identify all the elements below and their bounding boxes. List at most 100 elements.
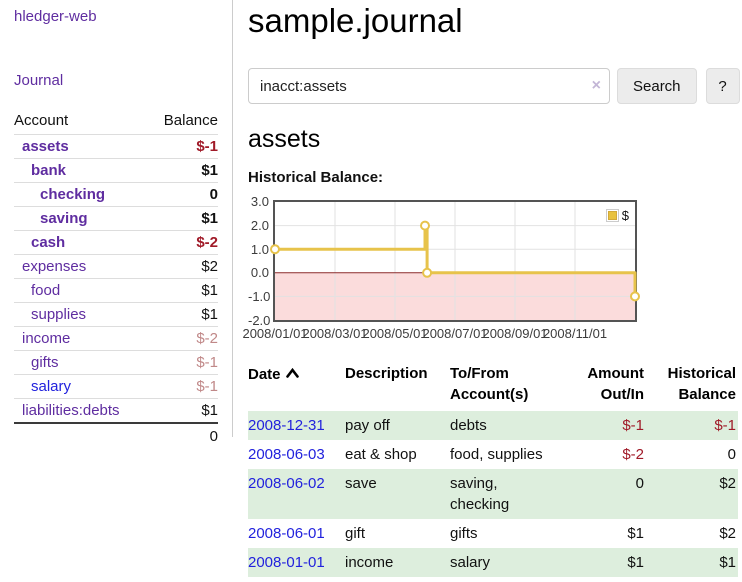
account-balance: $-1 [148, 134, 218, 159]
accounts-table: Account Balance assets $-1 bank $1 check… [14, 110, 218, 448]
account-balance: $1 [148, 398, 218, 423]
balance-column-header: Historical Balance [667, 365, 736, 403]
account-balance: $-2 [148, 230, 218, 255]
y-tick-label: 0.0 [250, 265, 269, 280]
account-row-supplies: supplies $1 [14, 302, 218, 327]
transaction-account: salary [450, 548, 558, 577]
account-balance: $-2 [148, 326, 218, 351]
account-row-food: food $1 [14, 278, 218, 303]
legend-label: $ [621, 208, 629, 223]
transaction-amount: $-2 [622, 446, 644, 463]
transaction-description: eat & shop [345, 446, 417, 463]
transaction-account: gifts [450, 525, 478, 542]
transaction-date-link[interactable]: 2008-01-01 [248, 554, 325, 571]
transaction-balance: $1 [646, 548, 738, 577]
account-row-salary: salary $-1 [14, 374, 218, 399]
clear-search-icon[interactable]: × [591, 77, 601, 94]
register-table: Date Description To/From Account(s) Amou… [248, 361, 738, 577]
account-row-cash: cash $-2 [14, 230, 218, 255]
account-link-gifts[interactable]: gifts [31, 354, 59, 371]
account-balance: $1 [148, 158, 218, 183]
transaction-date-link[interactable]: 2008-06-02 [248, 475, 325, 492]
accounts-total-row: 0 [14, 422, 218, 448]
transaction-date-link[interactable]: 2008-12-31 [248, 417, 325, 434]
account-column-header: Account [14, 110, 149, 135]
historical-balance-chart: 3.0 2.0 1.0 0.0 -1.0 -2.0 [242, 193, 740, 345]
transaction-balance: $2 [719, 525, 736, 542]
account-link-expenses[interactable]: expenses [22, 258, 87, 275]
transaction-balance: $-1 [646, 411, 738, 440]
x-tick-label: 2008/03/01 [302, 326, 368, 341]
transaction-description: income [345, 548, 450, 577]
transaction-date-link[interactable]: 2008-06-01 [248, 525, 325, 542]
account-row-gifts: gifts $-1 [14, 350, 218, 375]
account-link-food[interactable]: food [31, 282, 61, 299]
y-tick-label: 2.0 [250, 218, 269, 233]
transaction-account: food, supplies [450, 446, 543, 463]
x-tick-label: 2008/01/01 [242, 326, 308, 341]
register-row: 2008-06-03 eat & shop food, supplies $-2… [248, 440, 738, 469]
account-row-expenses: expenses $2 [14, 254, 218, 279]
description-column-header: Description [345, 365, 428, 382]
account-balance: $1 [148, 302, 218, 327]
search-button[interactable]: Search [617, 68, 697, 104]
transaction-balance: 0 [727, 446, 736, 463]
transaction-amount: 0 [558, 469, 646, 519]
account-balance: $1 [148, 206, 218, 231]
search-bar: × Search ? [248, 68, 740, 104]
register-header-row: Date Description To/From Account(s) Amou… [248, 361, 738, 411]
x-tick-label: 2008/09/01 [482, 326, 548, 341]
account-balance: $2 [148, 254, 218, 279]
y-tick-label: 3.0 [250, 194, 269, 209]
account-link-liabilities-debts[interactable]: liabilities:debts [22, 402, 120, 419]
register-row: 2008-01-01 income salary $1 $1 [248, 548, 738, 577]
search-input[interactable] [248, 68, 610, 104]
brand-link[interactable]: hledger-web [14, 8, 97, 25]
account-heading: assets [248, 125, 321, 153]
transaction-balance: $2 [646, 469, 738, 519]
transaction-date-link[interactable]: 2008-06-03 [248, 446, 325, 463]
y-tick-label: -1.0 [248, 289, 271, 304]
chart-legend: $ [604, 207, 630, 224]
transaction-amount: $1 [558, 548, 646, 577]
account-link-checking[interactable]: checking [40, 186, 106, 203]
account-link-supplies[interactable]: supplies [31, 306, 87, 323]
register-row: 2008-06-01 gift gifts $1 $2 [248, 519, 738, 548]
account-link-assets[interactable]: assets [22, 138, 69, 155]
transaction-account: saving, checking [450, 469, 558, 519]
account-link-saving[interactable]: saving [40, 210, 88, 227]
help-button[interactable]: ? [705, 68, 740, 104]
balance-column-header: Balance [148, 110, 218, 135]
sidebar: hledger-web Journal Account Balance asse… [0, 0, 233, 448]
legend-swatch [607, 211, 617, 220]
transaction-description: gift [345, 525, 366, 542]
account-link-cash[interactable]: cash [31, 234, 66, 251]
account-balance: $-1 [148, 350, 218, 375]
main-content: sample.journal × Search ? assets Histori… [242, 0, 740, 577]
account-row-bank: bank $1 [14, 158, 218, 183]
chart-canvas [270, 202, 640, 320]
date-column-header[interactable]: Date [248, 361, 345, 411]
accounts-total: 0 [148, 422, 218, 448]
x-tick-label: 2008/05/01 [362, 326, 428, 341]
register-row: 2008-06-02 save saving, checking 0 $2 [248, 469, 738, 519]
gridlines [275, 202, 635, 320]
transaction-account: debts [450, 411, 558, 440]
y-tick-label: 1.0 [250, 242, 269, 257]
sidebar-item-journal[interactable]: Journal [14, 72, 64, 89]
transaction-amount: $1 [627, 525, 644, 542]
account-link-salary[interactable]: salary [31, 378, 72, 395]
transaction-amount: $-1 [558, 411, 646, 440]
y-tick-label: -2.0 [248, 313, 271, 328]
account-balance: $1 [148, 278, 218, 303]
transaction-description: pay off [345, 411, 450, 440]
account-row-saving: saving $1 [14, 206, 218, 231]
x-tick-label: 2008/07/01 [422, 326, 488, 341]
account-link-income[interactable]: income [22, 330, 71, 347]
transaction-description: save [345, 469, 450, 519]
account-balance: 0 [148, 182, 218, 207]
chart-title: Historical Balance: [248, 169, 384, 186]
account-link-bank[interactable]: bank [31, 162, 67, 179]
account-row-income: income $-2 [14, 326, 218, 351]
sort-ascending-icon [285, 363, 299, 384]
